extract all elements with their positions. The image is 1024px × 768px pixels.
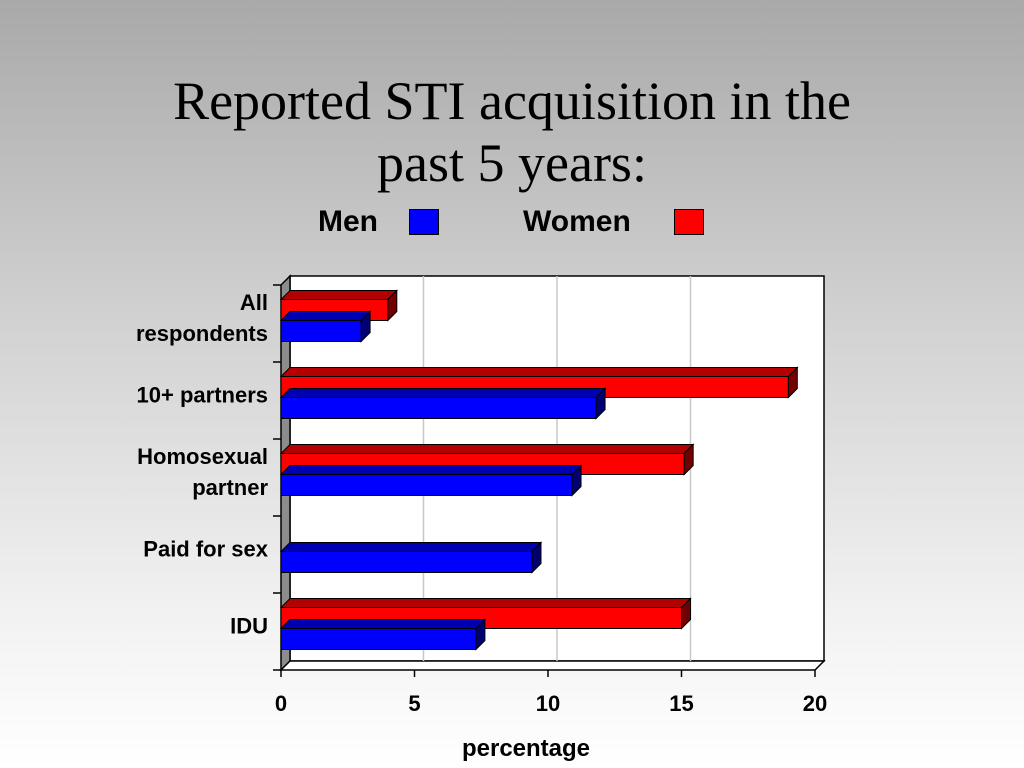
bar-men-homosexual-partner-top	[279, 465, 583, 475]
bar-men-10-partners	[280, 397, 597, 419]
slide-title-line-1: Reported STI acquisition in the	[173, 71, 851, 131]
x-tick-label: 20	[803, 691, 827, 716]
bar-men-homosexual-partner	[280, 474, 573, 496]
bar-men-idu	[280, 628, 477, 650]
x-axis-title: percentage	[462, 735, 590, 762]
legend-label-women: Women	[523, 205, 631, 238]
x-tick-label: 5	[408, 691, 420, 716]
bar-women-homosexual-partner-top	[279, 444, 695, 454]
bar-men-paid-for-sex	[280, 551, 533, 573]
bar-men-all-respondents	[280, 320, 362, 342]
legend-swatch-men	[409, 209, 439, 235]
category-label: IDU	[230, 614, 268, 639]
slide-title-line-2: past 5 years:	[377, 133, 647, 193]
bar-men-idu-top	[279, 619, 487, 629]
category-label: All	[240, 290, 268, 315]
bar-men-all-respondents-top	[279, 311, 372, 321]
bar-women-all-respondents-top	[279, 290, 399, 300]
bar-men-10-partners-top	[279, 388, 607, 398]
x-tick-label: 10	[536, 691, 560, 716]
category-label: Paid for sex	[143, 537, 268, 562]
bar-women-idu-top	[279, 598, 692, 608]
category-label: respondents	[136, 321, 268, 346]
slide-title: Reported STI acquisition in the past 5 y…	[0, 70, 1024, 194]
legend-swatch-women	[674, 209, 704, 235]
x-tick-label: 15	[669, 691, 693, 716]
category-label: partner	[192, 475, 268, 500]
bar-women-10-partners-top	[279, 367, 799, 377]
bar-men-paid-for-sex-top	[279, 542, 543, 552]
plot-floor	[279, 660, 826, 671]
legend: Men Women	[0, 205, 1024, 241]
x-tick-label: 0	[275, 691, 287, 716]
category-label: 10+ partners	[137, 383, 268, 408]
legend-label-men: Men	[318, 205, 378, 238]
category-label: Homosexual	[137, 444, 268, 469]
